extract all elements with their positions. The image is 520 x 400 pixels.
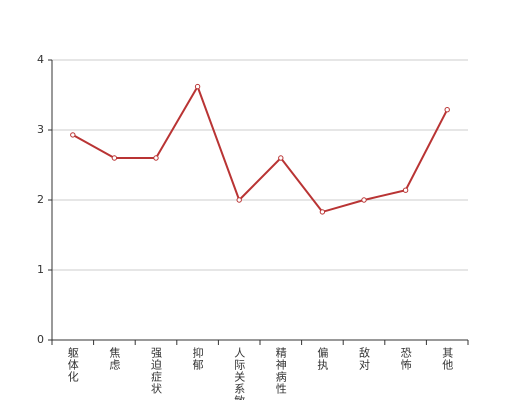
x-tick-label: 偏执 (316, 346, 329, 371)
x-tick-label: 抑郁 (191, 346, 204, 371)
point (236, 197, 242, 203)
y-tick-label: 0 (37, 333, 44, 346)
y-tick-label: 1 (37, 263, 44, 276)
point (153, 155, 159, 161)
point (444, 107, 450, 113)
line (72, 84, 449, 214)
point (278, 155, 284, 161)
y-tick-label: 3 (37, 123, 44, 136)
point (319, 209, 326, 215)
point (361, 197, 367, 203)
x-tick-label: 焦虑 (108, 347, 121, 371)
point (194, 83, 201, 90)
point (111, 155, 118, 161)
x-tick-label: 其他 (441, 347, 454, 371)
point (70, 132, 76, 138)
x-tick-label: 强迫症状 (150, 347, 163, 395)
x-tick-label: 恐怖 (399, 347, 412, 371)
y-tick-label: 4 (37, 53, 44, 66)
y-tick-label: 2 (37, 193, 44, 206)
x-tick-label: 精神病性 (274, 347, 287, 395)
x-tick-label: 躯体化 (66, 347, 79, 383)
x-tick-label: 敌对 (358, 346, 371, 371)
point (402, 187, 409, 193)
x-tick-label: 人际关系敏感 (233, 347, 246, 400)
